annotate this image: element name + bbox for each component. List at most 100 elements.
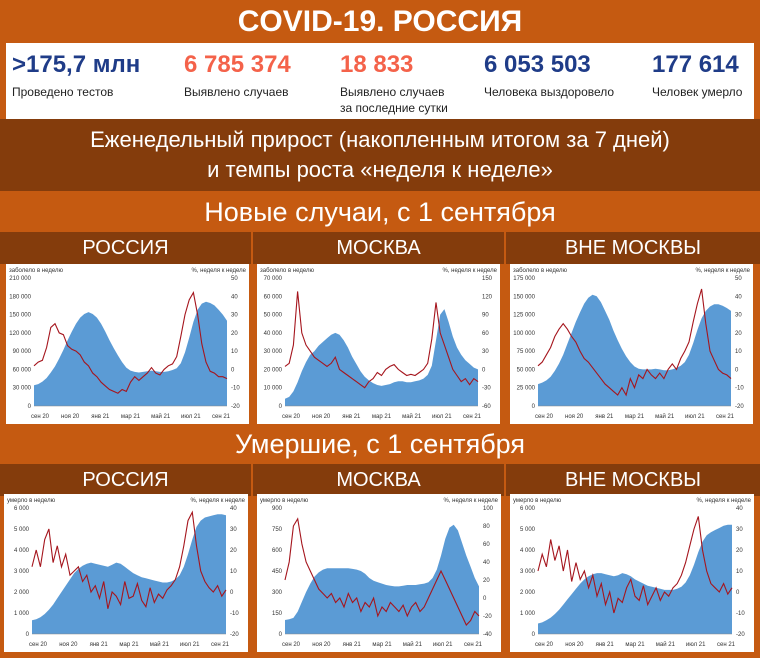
stat-tests-label: Проведено тестов bbox=[12, 85, 114, 99]
y2-tick-label: -10 bbox=[231, 386, 240, 392]
section-title-deaths: Умершие, с 1 сентября bbox=[0, 424, 760, 464]
chart-cases-russia-svg: заболело в неделю %, неделя к неделе 0 30 0… bbox=[9, 268, 247, 420]
y-tick-label: 750 bbox=[272, 527, 283, 533]
x-tick-label: июл 21 bbox=[685, 414, 705, 420]
y-tick-label: 0 bbox=[532, 632, 536, 638]
y2-tick-label: 0 bbox=[231, 367, 235, 373]
region-label-outside: ВНЕ МОСКВЫ bbox=[506, 232, 760, 264]
x-tick-label: июл 21 bbox=[180, 642, 200, 648]
y2-tick-label: -20 bbox=[736, 632, 745, 638]
chart-deaths-outside-svg: умерло в неделю %, неделя к неделе 0 1 000 2… bbox=[513, 498, 752, 648]
y2-tick-label: 10 bbox=[736, 569, 743, 575]
y-tick-label: 0 bbox=[26, 632, 30, 638]
x-tick-label: сен 20 bbox=[535, 414, 554, 420]
series-area bbox=[285, 309, 478, 406]
x-tick-label: мар 21 bbox=[121, 414, 141, 420]
stat-recovered-label: Человека выздоровело bbox=[484, 85, 615, 99]
x-tick-label: сен 21 bbox=[716, 414, 735, 420]
x-tick-label: ноя 20 bbox=[59, 642, 78, 648]
stats-panel: >175,7 млн Проведено тестов 6 785 374 Вы… bbox=[6, 43, 754, 119]
y2-tick-label: 0 bbox=[483, 596, 487, 602]
x-tick-label: ноя 20 bbox=[61, 414, 80, 420]
y-tick-label: 90 000 bbox=[13, 349, 32, 355]
y-tick-label: 75 000 bbox=[517, 349, 536, 355]
series-line bbox=[31, 510, 227, 609]
y-tick-label: 6 000 bbox=[14, 506, 30, 512]
y2-tick-label: 50 bbox=[231, 276, 238, 282]
x-tick-label: сен 20 bbox=[535, 642, 554, 648]
y2-tick-label: -10 bbox=[230, 611, 239, 617]
y2-tick-label: 0 bbox=[230, 590, 234, 596]
chart-cases-moscow-svg: заболело в неделю %, неделя к неделе 0 10 0… bbox=[260, 268, 498, 420]
y2-tick-label: 60 bbox=[483, 542, 490, 548]
chart-cases-moscow: заболело в неделю %, неделя к неделе 0 10 0… bbox=[257, 264, 500, 424]
y-tick-label: 450 bbox=[272, 569, 283, 575]
stat-daily-label: Выявлено случаев за последние сутки bbox=[340, 85, 448, 115]
x-tick-label: ноя 20 bbox=[565, 642, 584, 648]
x-tick-label: сен 20 bbox=[29, 642, 48, 648]
x-tick-label: мар 21 bbox=[625, 414, 645, 420]
y-tick-label: 120 000 bbox=[9, 331, 31, 337]
y2-tick-label: 20 bbox=[483, 578, 490, 584]
y2-tick-label: 0 bbox=[735, 367, 739, 373]
region-label-moscow-deaths: МОСКВА bbox=[253, 464, 504, 496]
chart-cases-outside-svg: заболело в неделю %, неделя к неделе 0 25 0… bbox=[513, 268, 751, 420]
y2-tick-label: 40 bbox=[735, 294, 742, 300]
y-tick-label: 125 000 bbox=[513, 313, 535, 319]
y2-tick-label: 20 bbox=[230, 548, 237, 554]
x-tick-label: сен 20 bbox=[282, 414, 301, 420]
region-label-russia-deaths: РОССИЯ bbox=[0, 464, 251, 496]
x-tick-label: май 21 bbox=[656, 641, 676, 648]
x-tick-label: май 21 bbox=[402, 413, 422, 420]
y-axis-label: заболело в неделю bbox=[9, 268, 63, 274]
stat-recovered-value: 6 053 503 bbox=[484, 51, 591, 78]
y-tick-label: 1 000 bbox=[14, 611, 30, 617]
y2-tick-label: -10 bbox=[735, 386, 744, 392]
y2-tick-label: -20 bbox=[735, 404, 744, 410]
y-tick-label: 5 000 bbox=[14, 527, 30, 533]
y2-tick-label: 30 bbox=[735, 313, 742, 319]
chart-deaths-moscow-svg: умерло в неделю %, неделя к неделе 0 150 300… bbox=[260, 498, 499, 648]
y-axis-label: заболело в неделю bbox=[260, 268, 314, 274]
y2-tick-label: 100 bbox=[483, 506, 494, 512]
y2-tick-label: 40 bbox=[230, 506, 237, 512]
x-tick-label: май 21 bbox=[151, 413, 171, 420]
x-tick-label: янв 21 bbox=[596, 642, 615, 648]
x-tick-label: мар 21 bbox=[372, 642, 392, 648]
region-label-russia: РОССИЯ bbox=[0, 232, 251, 264]
y2-axis-label: %, неделя к неделе bbox=[696, 498, 751, 504]
y-tick-label: 0 bbox=[279, 632, 283, 638]
y2-axis-label: %, неделя к неделе bbox=[442, 268, 497, 274]
y2-tick-label: 40 bbox=[736, 506, 743, 512]
y2-tick-label: -20 bbox=[230, 632, 239, 638]
series-line bbox=[33, 291, 228, 394]
y-tick-label: 0 bbox=[28, 404, 32, 410]
y2-axis-label: %, неделя к неделе bbox=[191, 268, 246, 274]
x-tick-label: янв 21 bbox=[595, 414, 614, 420]
stat-deaths-value: 177 614 bbox=[652, 51, 739, 78]
x-tick-label: июл 21 bbox=[432, 414, 452, 420]
y-tick-label: 150 000 bbox=[513, 294, 535, 300]
y2-tick-label: 50 bbox=[735, 276, 742, 282]
y-tick-label: 5 000 bbox=[520, 527, 536, 533]
y2-tick-label: 40 bbox=[483, 560, 490, 566]
x-tick-label: июл 21 bbox=[433, 642, 453, 648]
y2-tick-label: 10 bbox=[735, 349, 742, 355]
page-title: COVID-19. РОССИЯ bbox=[0, 0, 760, 44]
x-tick-label: ноя 20 bbox=[312, 414, 331, 420]
y-tick-label: 50 000 bbox=[264, 313, 283, 319]
series-area bbox=[32, 514, 226, 634]
y-tick-label: 175 000 bbox=[513, 276, 535, 282]
subtitle: Еженедельный прирост (накопленным итогом… bbox=[0, 119, 760, 191]
y-tick-label: 25 000 bbox=[517, 386, 536, 392]
series-area bbox=[34, 301, 227, 406]
y2-tick-label: 20 bbox=[736, 548, 743, 554]
y2-tick-label: 120 bbox=[482, 294, 493, 300]
y2-tick-label: -30 bbox=[482, 386, 491, 392]
x-tick-label: мар 21 bbox=[625, 642, 645, 648]
region-label-moscow: МОСКВА bbox=[253, 232, 504, 264]
y-tick-label: 1 000 bbox=[520, 611, 536, 617]
subtitle-line-1: Еженедельный прирост (накопленным итогом… bbox=[90, 127, 670, 152]
y2-tick-label: 30 bbox=[482, 349, 489, 355]
x-tick-label: май 21 bbox=[150, 641, 170, 648]
